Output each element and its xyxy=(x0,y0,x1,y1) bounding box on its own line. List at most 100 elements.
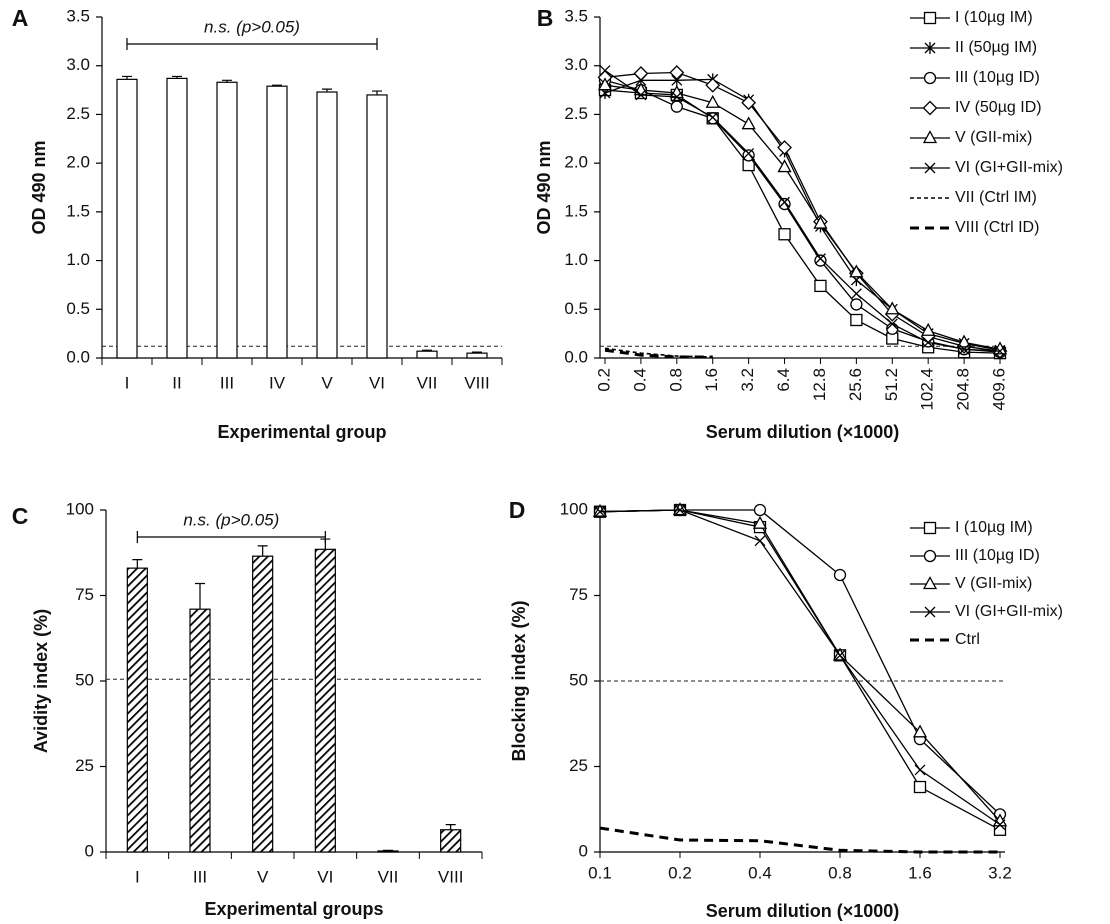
x-tick-label: 1.6 xyxy=(702,368,721,392)
legend-label: II (50µg IM) xyxy=(955,39,1037,56)
marker xyxy=(670,100,683,113)
marker xyxy=(741,116,756,130)
y-tick-label: 50 xyxy=(569,670,588,689)
marker xyxy=(633,66,649,81)
marker xyxy=(599,65,611,77)
x-tick-label: II xyxy=(172,373,181,392)
y-tick-label: 75 xyxy=(75,585,94,604)
legend-label: IV (50µg ID) xyxy=(955,99,1042,116)
legend-label: VI (GI+GII-mix) xyxy=(955,159,1063,176)
y-tick-label: 3.5 xyxy=(564,6,588,25)
legend-label: III (10µg ID) xyxy=(955,547,1040,564)
error-bar xyxy=(445,824,456,830)
x-tick-label: 0.2 xyxy=(668,863,692,882)
x-tick-label: 1.6 xyxy=(908,863,932,882)
panel-label: D xyxy=(509,497,526,523)
marker xyxy=(779,196,791,208)
bar xyxy=(216,81,238,359)
x-tick-label: 0.4 xyxy=(630,368,649,392)
marker xyxy=(922,130,938,144)
legend-label: I (10µg IM) xyxy=(955,9,1033,26)
marker xyxy=(913,780,927,794)
marker xyxy=(921,322,936,336)
marker xyxy=(669,65,685,80)
marker xyxy=(914,764,926,776)
x-tick-label: I xyxy=(125,373,130,392)
series-line xyxy=(604,71,1001,352)
marker xyxy=(912,724,928,738)
y-tick-label: 1.0 xyxy=(564,250,588,269)
error-bar xyxy=(322,88,332,93)
marker xyxy=(994,345,1006,357)
x-tick-label: V xyxy=(321,373,333,392)
bar xyxy=(166,77,188,359)
x-tick-label: VII xyxy=(417,373,438,392)
marker xyxy=(594,506,606,518)
y-tick-label: 0 xyxy=(579,841,588,860)
x-tick-label: V xyxy=(257,867,269,886)
marker xyxy=(707,111,719,123)
x-tick-label: III xyxy=(193,867,207,886)
marker xyxy=(705,94,720,108)
series-line xyxy=(604,70,1001,352)
legend-label: VII (Ctrl IM) xyxy=(955,189,1037,206)
y-tick-label: 25 xyxy=(569,756,588,775)
bar xyxy=(314,548,336,853)
y-axis-label: OD 490 nm xyxy=(534,140,554,234)
x-tick-label: 0.8 xyxy=(666,368,685,392)
significance-bracket xyxy=(126,38,378,50)
y-tick-label: 0.5 xyxy=(66,299,90,318)
marker xyxy=(777,140,792,155)
annotation: n.s. (p>0.05) xyxy=(183,510,279,529)
y-tick-label: 3.5 xyxy=(66,6,90,25)
marker xyxy=(956,334,972,348)
y-tick-label: 25 xyxy=(75,756,94,775)
x-axis-label: Serum dilution (×1000) xyxy=(706,422,900,442)
marker xyxy=(592,503,608,517)
bar xyxy=(266,85,288,359)
marker xyxy=(635,89,647,101)
x-tick-label: 0.1 xyxy=(588,863,612,882)
marker xyxy=(814,254,827,267)
marker xyxy=(814,279,827,293)
marker xyxy=(597,77,613,91)
x-tick-label: 3.2 xyxy=(988,863,1012,882)
y-tick-label: 2.0 xyxy=(564,153,588,172)
series-line xyxy=(599,509,1001,822)
x-tick-label: 0.8 xyxy=(828,863,852,882)
marker xyxy=(923,11,937,25)
x-axis-label: Serum dilution (×1000) xyxy=(706,901,900,921)
marker xyxy=(674,504,686,516)
error-bar xyxy=(195,582,205,610)
marker xyxy=(923,71,937,85)
legend-label: VIII (Ctrl ID) xyxy=(955,219,1039,236)
bar xyxy=(126,567,148,853)
error-bar xyxy=(222,79,232,83)
x-tick-label: 25.6 xyxy=(846,368,865,401)
x-tick-label: 0.4 xyxy=(748,863,772,882)
y-tick-label: 100 xyxy=(66,499,94,518)
x-tick-label: 3.2 xyxy=(738,368,757,392)
marker xyxy=(923,549,937,563)
bar xyxy=(366,94,388,359)
legend-label: III (10µg ID) xyxy=(955,69,1040,86)
x-tick-label: VIII xyxy=(438,867,464,886)
marker xyxy=(922,336,934,348)
y-tick-label: 1.0 xyxy=(66,250,90,269)
y-tick-label: 0.0 xyxy=(564,347,588,366)
y-tick-label: 0.5 xyxy=(564,299,588,318)
panel-label: A xyxy=(12,5,29,31)
x-axis-label: Experimental group xyxy=(217,422,386,442)
error-bar xyxy=(472,351,482,354)
legend-label: VI (GI+GII-mix) xyxy=(955,603,1063,620)
marker xyxy=(743,147,755,159)
error-bar xyxy=(372,90,382,95)
bar xyxy=(189,608,211,853)
x-tick-label: VI xyxy=(317,867,333,886)
marker xyxy=(885,301,900,315)
marker xyxy=(924,162,936,174)
panel-label: C xyxy=(12,503,29,529)
bar xyxy=(252,555,274,853)
x-axis-label: Experimental groups xyxy=(204,899,383,919)
error-bar xyxy=(422,349,432,352)
